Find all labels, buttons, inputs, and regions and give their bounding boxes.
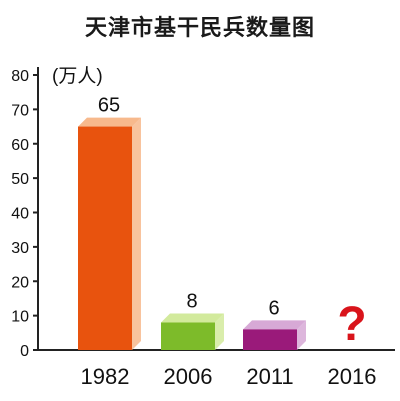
bar-top — [243, 320, 306, 330]
bar-top — [78, 117, 141, 127]
bar-front — [161, 322, 215, 350]
bar-2006 — [161, 313, 224, 350]
x-category-label: 2006 — [164, 364, 213, 389]
x-category-label: 1982 — [81, 364, 130, 389]
bar-side — [132, 117, 141, 350]
y-tick-label: 10 — [11, 309, 29, 326]
y-tick-label: 70 — [11, 102, 29, 119]
x-category-label: 2016 — [328, 364, 377, 389]
x-category-label: 2011 — [246, 364, 293, 389]
y-tick-label: 20 — [11, 274, 29, 291]
bar-1982 — [78, 117, 141, 350]
y-tick-label: 50 — [11, 171, 29, 188]
chart-title: 天津市基干民兵数量图 — [84, 16, 315, 41]
y-tick-label: 30 — [11, 240, 29, 257]
y-tick-label: 80 — [11, 68, 29, 85]
bar-top — [161, 313, 224, 323]
y-tick-label: 40 — [11, 206, 29, 223]
y-tick-label: 60 — [11, 137, 29, 154]
data-label: 65 — [98, 95, 120, 117]
y-tick-label: 0 — [20, 343, 29, 360]
bar-front — [243, 329, 297, 350]
unknown-value-marker: ? — [337, 298, 366, 351]
bar-side — [297, 320, 306, 350]
bar-side — [215, 313, 224, 350]
data-label: 8 — [186, 291, 197, 313]
data-label: 6 — [268, 297, 279, 319]
y-axis-unit-label: (万人) — [52, 65, 103, 87]
bar-2011 — [243, 320, 306, 350]
bar-front — [78, 126, 132, 350]
